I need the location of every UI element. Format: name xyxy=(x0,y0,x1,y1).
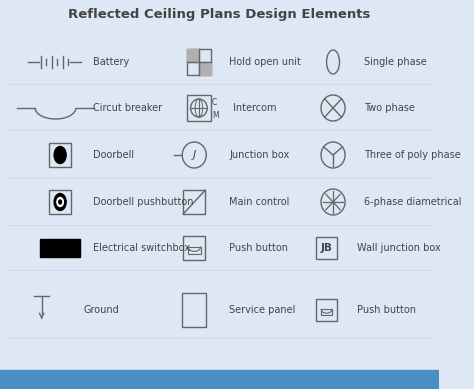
Bar xyxy=(187,49,211,75)
Text: JB: JB xyxy=(320,243,332,253)
Bar xyxy=(316,237,337,259)
Text: www.edrawmax.com: www.edrawmax.com xyxy=(173,375,266,384)
Ellipse shape xyxy=(57,198,64,207)
Text: Two phase: Two phase xyxy=(365,103,415,113)
Text: Intercom: Intercom xyxy=(233,103,277,113)
Text: Push button: Push button xyxy=(357,305,416,315)
Bar xyxy=(187,49,199,62)
Text: Single phase: Single phase xyxy=(365,57,427,67)
Bar xyxy=(316,299,337,321)
Text: Push button: Push button xyxy=(229,243,288,253)
Text: Circut breaker: Circut breaker xyxy=(92,103,162,113)
Text: Doorbell: Doorbell xyxy=(92,150,134,160)
Bar xyxy=(40,239,81,257)
Bar xyxy=(187,95,211,121)
Bar xyxy=(182,293,206,327)
Text: Ground: Ground xyxy=(83,305,119,315)
Text: Service panel: Service panel xyxy=(229,305,296,315)
Ellipse shape xyxy=(54,193,66,210)
Text: Reflected Ceiling Plans Design Elements: Reflected Ceiling Plans Design Elements xyxy=(68,7,371,21)
Bar xyxy=(183,236,205,260)
Text: M: M xyxy=(212,110,219,119)
Text: Battery: Battery xyxy=(92,57,129,67)
Bar xyxy=(49,143,71,167)
Text: Electrical switchbox: Electrical switchbox xyxy=(92,243,190,253)
Ellipse shape xyxy=(59,200,62,204)
Text: 6-phase diametrical: 6-phase diametrical xyxy=(365,197,462,207)
Bar xyxy=(321,309,332,315)
Bar xyxy=(0,370,438,389)
Text: Doorbell pushbutton: Doorbell pushbutton xyxy=(92,197,193,207)
Bar xyxy=(49,190,71,214)
Bar xyxy=(188,247,201,254)
Text: Wall junction box: Wall junction box xyxy=(357,243,441,253)
Text: J: J xyxy=(192,150,196,160)
Text: Three of poly phase: Three of poly phase xyxy=(365,150,461,160)
Text: Hold open unit: Hold open unit xyxy=(229,57,301,67)
Text: C: C xyxy=(212,98,217,107)
Text: Junction box: Junction box xyxy=(229,150,290,160)
Text: Main control: Main control xyxy=(229,197,290,207)
Ellipse shape xyxy=(54,147,66,163)
Bar xyxy=(199,62,211,75)
Bar xyxy=(183,190,205,214)
